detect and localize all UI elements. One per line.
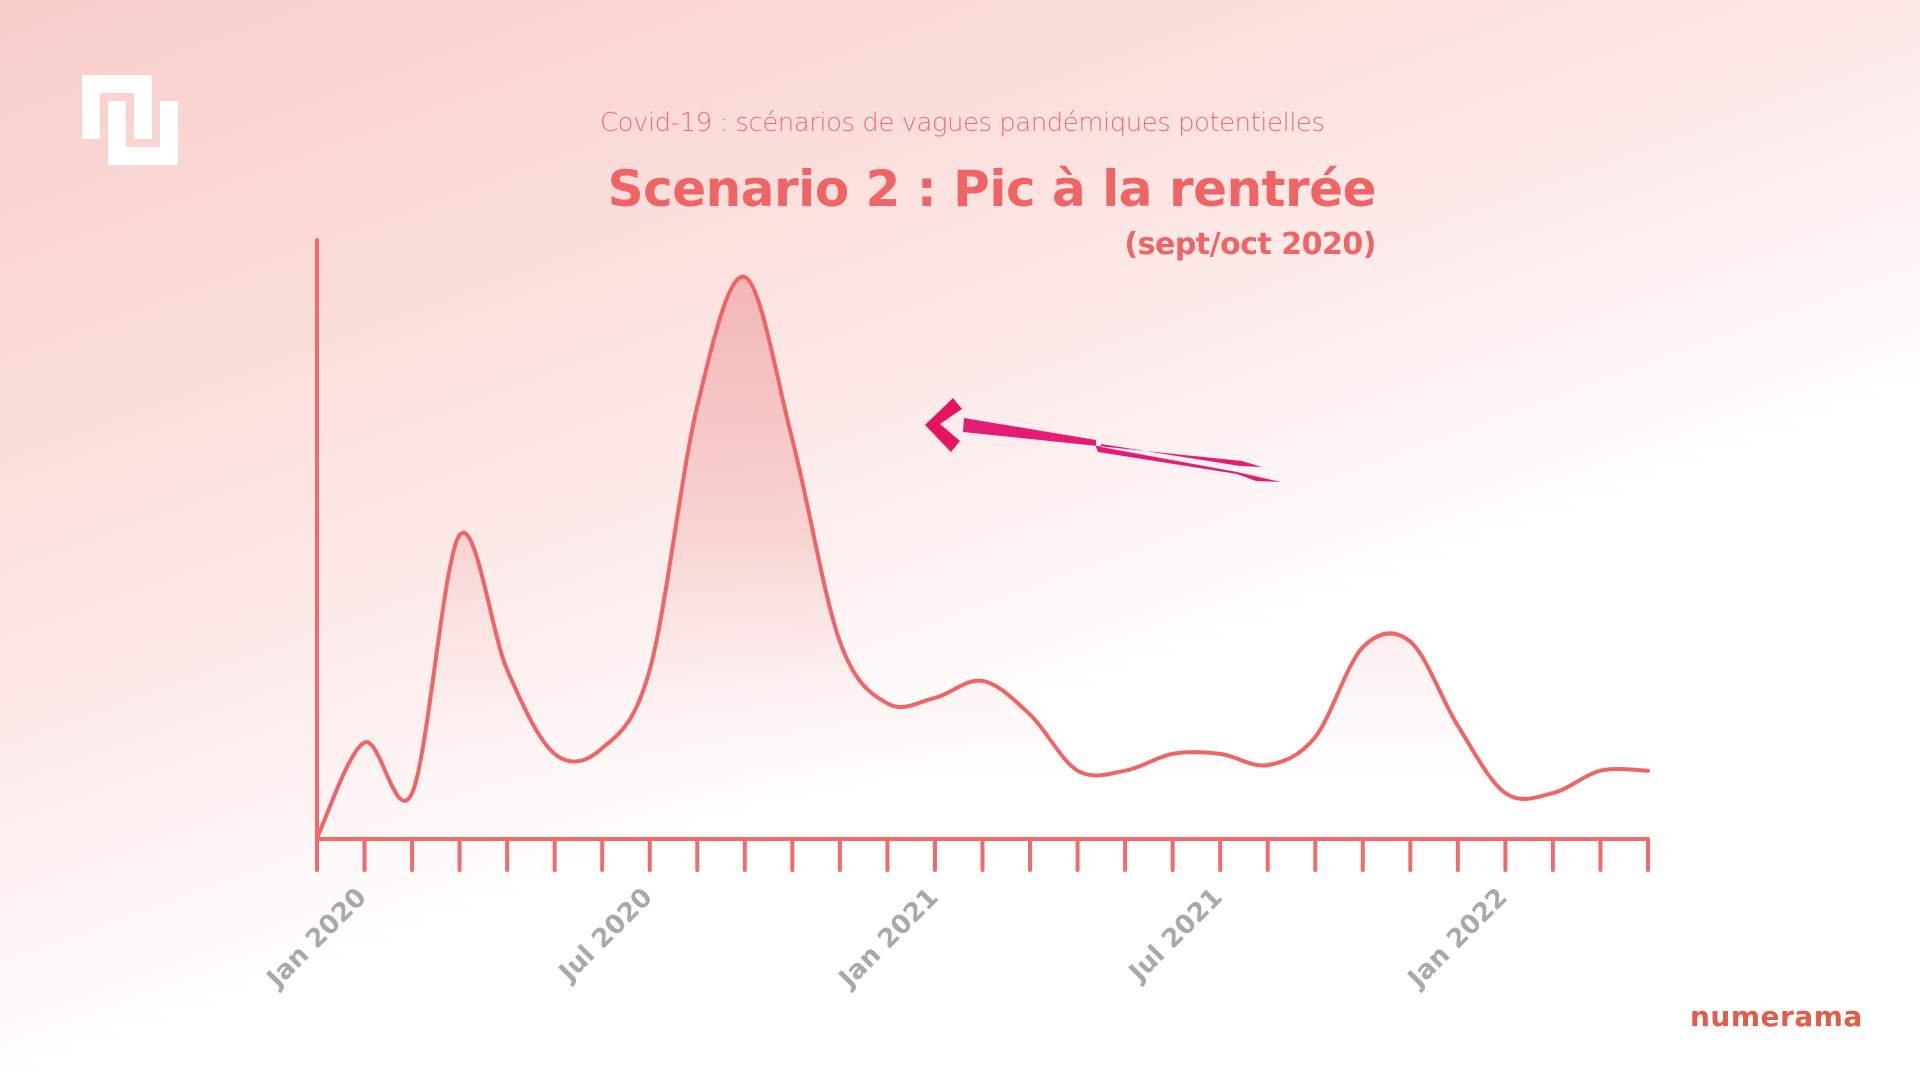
numerama-logo-icon xyxy=(82,75,178,165)
chart-period-annotation: (sept/oct 2020) xyxy=(1124,227,1376,262)
chart-subtitle: Covid-19 : scénarios de vagues pandémiqu… xyxy=(600,108,1325,138)
arrow-shaft xyxy=(963,418,1281,482)
x-axis xyxy=(315,837,1650,872)
area-fill xyxy=(317,276,1648,838)
numerama-wordmark: numerama xyxy=(1690,1000,1863,1033)
data-line xyxy=(315,274,1650,840)
arrow-head-icon xyxy=(925,398,962,452)
annotation-arrow xyxy=(925,398,1281,482)
chart-title: Scenario 2 : Pic à la rentrée xyxy=(607,160,1377,218)
